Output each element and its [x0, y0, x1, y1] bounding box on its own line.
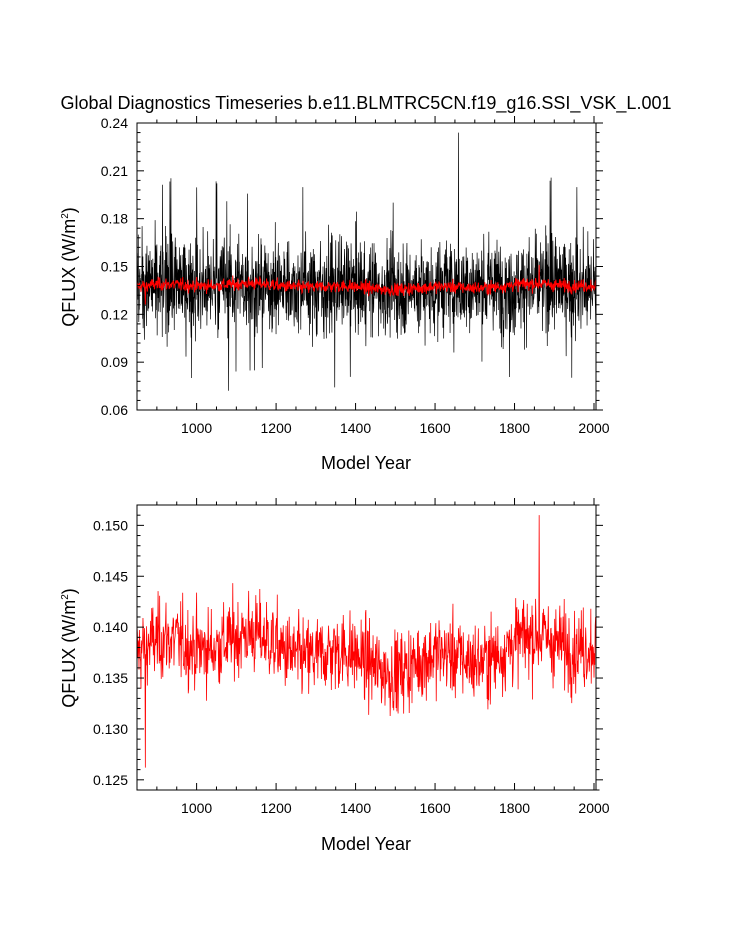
x-tick-label: 1400 — [340, 420, 371, 436]
y-tick-label: 0.12 — [101, 306, 128, 322]
x-axis-label-top: Model Year — [321, 453, 411, 473]
y-tick-label: 0.06 — [101, 402, 128, 418]
x-tick-label: 1600 — [419, 420, 450, 436]
x-tick-label: 1200 — [261, 800, 292, 816]
y-axis-label-main: QFLUX (W/m — [59, 219, 79, 327]
plot-area-bottom — [137, 505, 596, 790]
y-tick-label: 0.15 — [101, 259, 128, 275]
y-tick-label: 0.130 — [93, 721, 128, 737]
y-axis-label-sup: 2 — [60, 594, 71, 600]
y-tick-label: 0.140 — [93, 619, 128, 635]
x-tick-label: 2000 — [578, 800, 609, 816]
y-tick-label: 0.135 — [93, 670, 128, 686]
plot-frame-top — [136, 122, 597, 411]
y-axis-label-bottom: QFLUX (W/m2) — [59, 588, 79, 708]
chart-bottom: 1000 1200 1400 1600 1800 2000 0.125 0.130 0.135 0… — [59, 498, 610, 854]
x-tick-label: 1000 — [181, 800, 212, 816]
x-tick-label: 1800 — [499, 800, 530, 816]
chart-title: Global Diagnostics Timeseries b.e11.BLMT… — [61, 93, 672, 114]
y-tick-label: 0.150 — [93, 517, 128, 533]
x-tick-label: 1600 — [419, 800, 450, 816]
y-axis-label-close: ) — [59, 588, 79, 594]
x-tick-label: 2000 — [578, 420, 609, 436]
y-tick-label: 0.09 — [101, 354, 128, 370]
axes-bottom: 1000 1200 1400 1600 1800 2000 0.125 0.130 0.135 0… — [93, 498, 610, 816]
series-line-monthly — [136, 132, 597, 391]
y-tick-label: 0.21 — [101, 163, 128, 179]
y-tick-label: 0.24 — [101, 115, 128, 131]
series-line-annual-bottom — [136, 515, 597, 768]
plot-frame-bottom — [136, 504, 597, 791]
series-group-bottom — [136, 515, 597, 768]
y-axis-label-main: QFLUX (W/m — [59, 600, 79, 708]
axes-top: 1000 1200 1400 1600 1800 2000 0.06 0.09 0.12 0.15… — [101, 115, 610, 436]
x-tick-label: 1400 — [340, 800, 371, 816]
x-tick-label: 1200 — [261, 420, 292, 436]
x-tick-label: 1800 — [499, 420, 530, 436]
y-tick-label: 0.18 — [101, 211, 128, 227]
x-tick-label: 1000 — [181, 420, 212, 436]
chart-top: Global Diagnostics Timeseries b.e11.BLMT… — [59, 93, 671, 473]
series-group-top — [136, 132, 597, 391]
series-line-annual-top — [136, 264, 597, 305]
y-axis-label-top: QFLUX (W/m2) — [59, 207, 79, 327]
y-axis-label-sup: 2 — [60, 213, 71, 219]
y-axis-label-close: ) — [59, 207, 79, 213]
y-tick-label: 0.125 — [93, 772, 128, 788]
y-tick-label: 0.145 — [93, 568, 128, 584]
x-axis-label-bottom: Model Year — [321, 834, 411, 854]
